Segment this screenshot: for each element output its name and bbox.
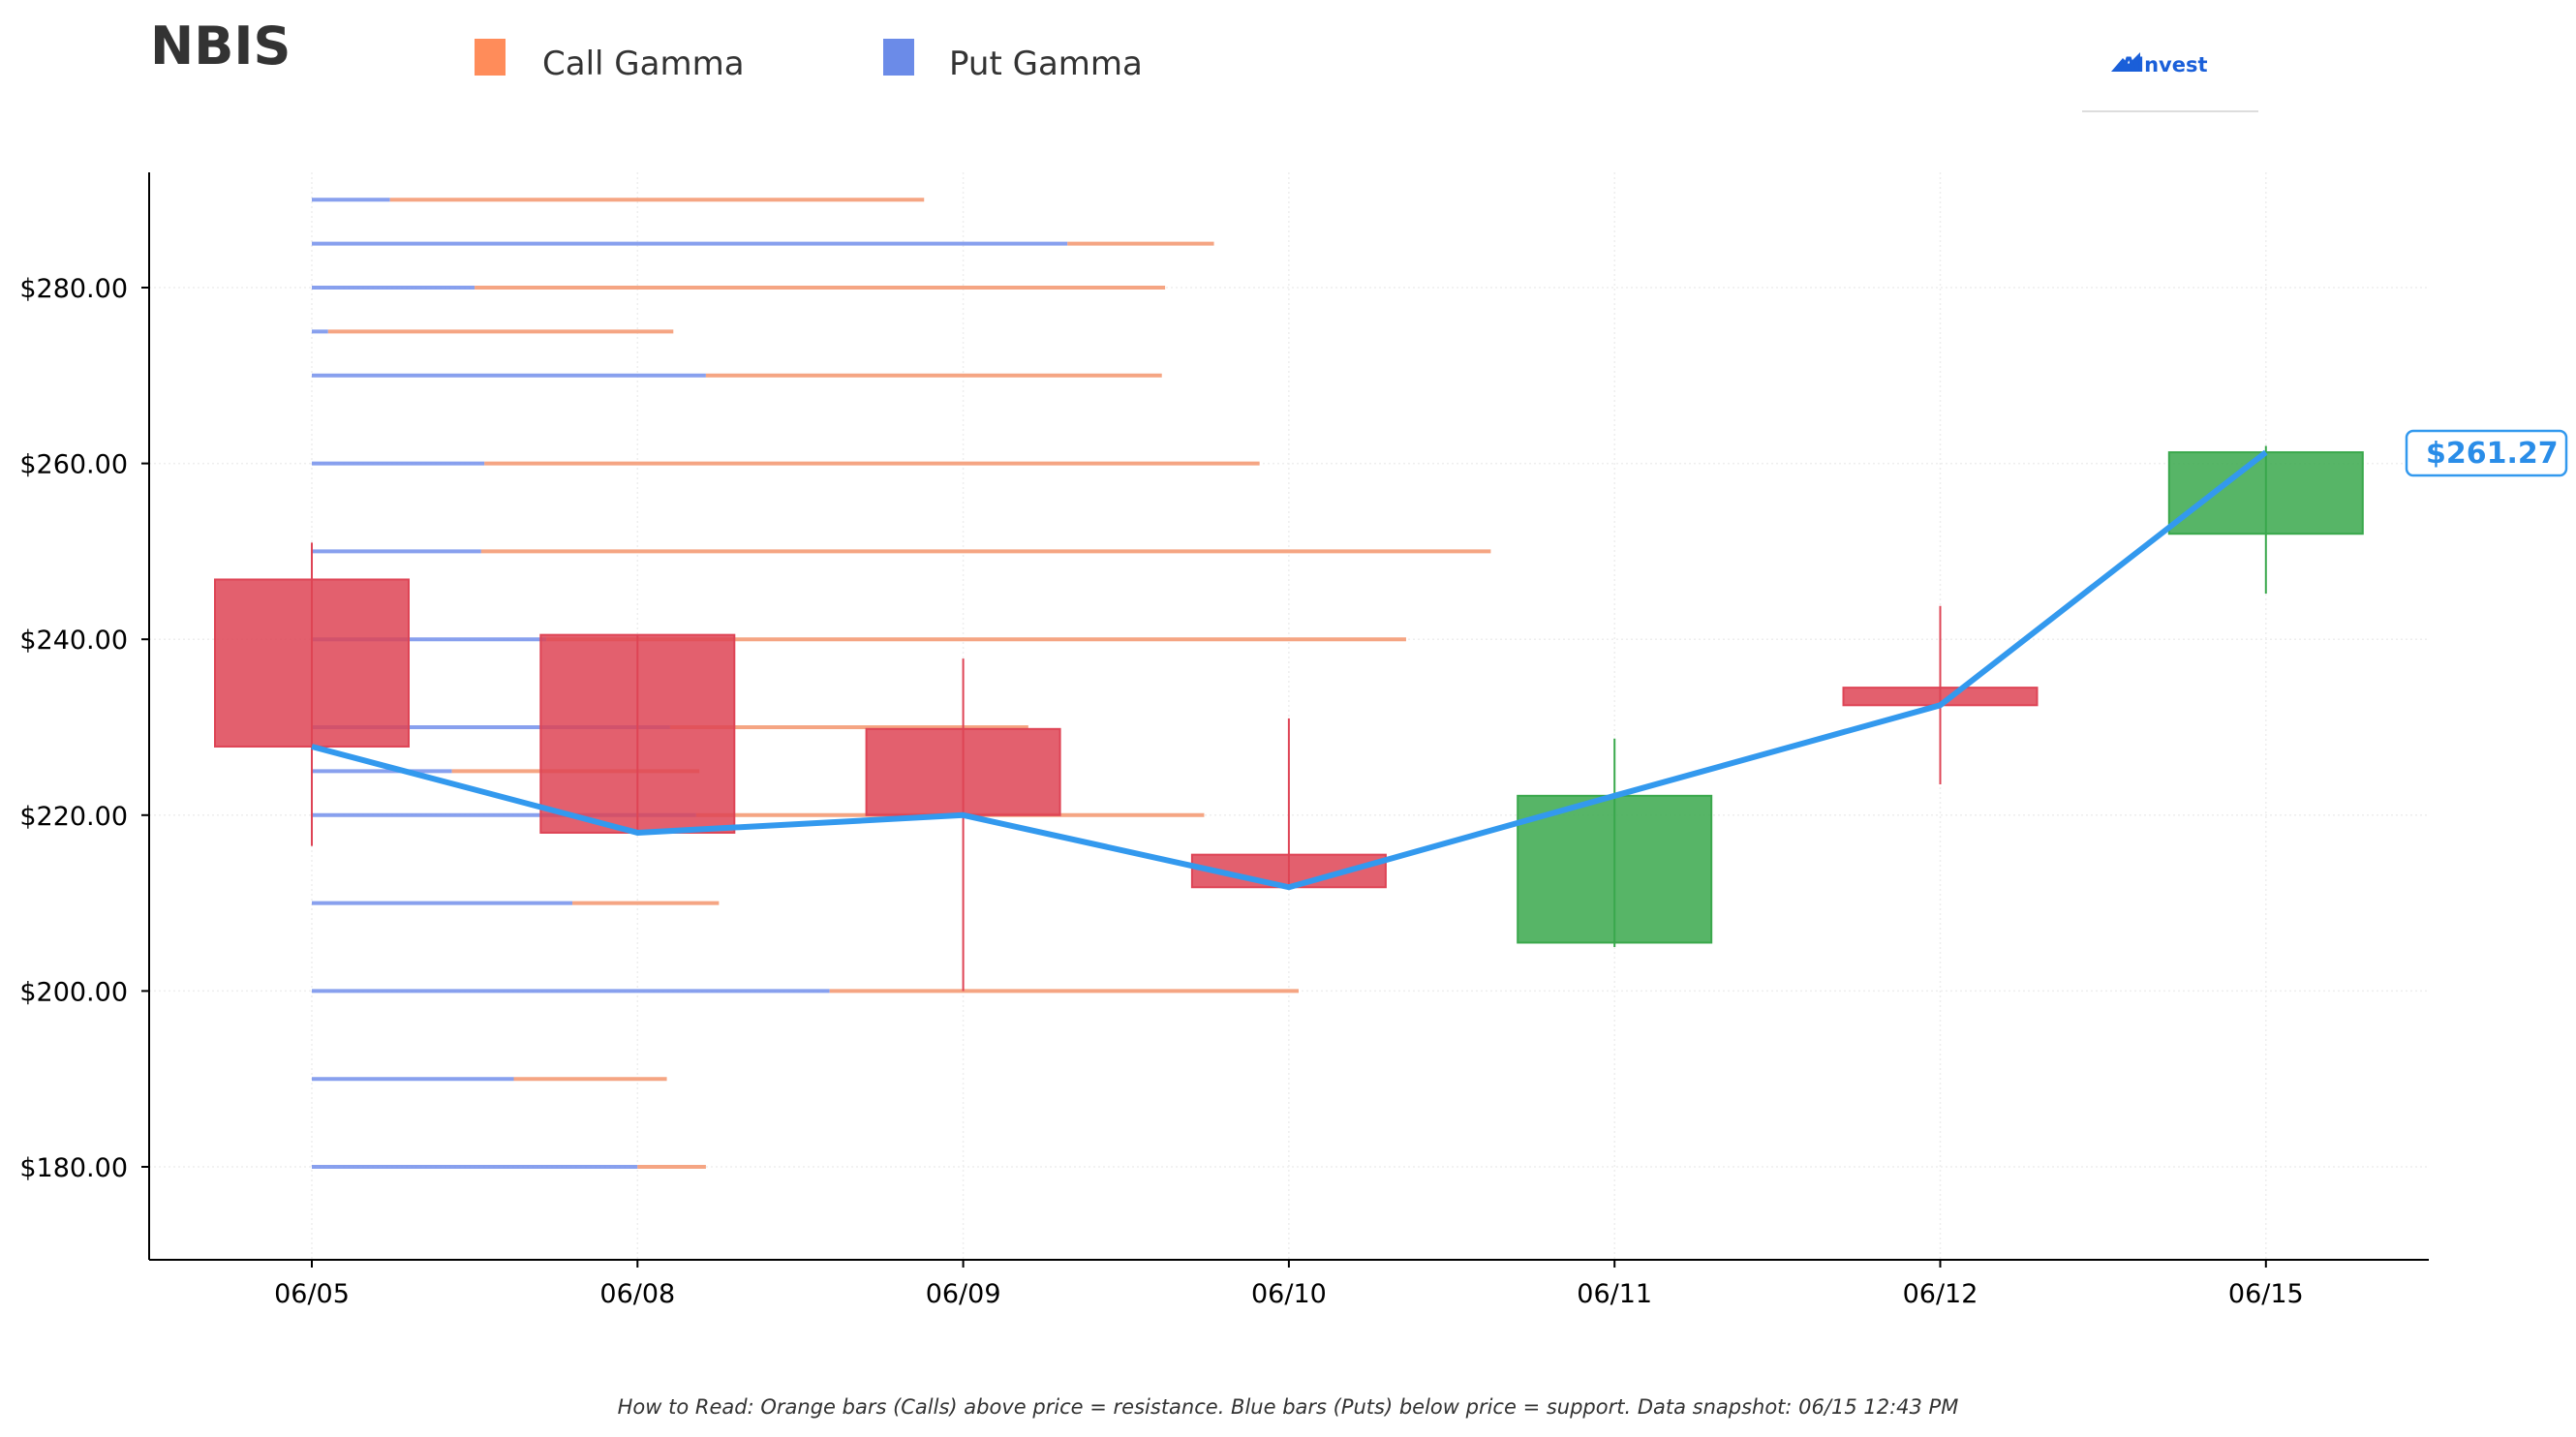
x-tick-label: 06/09	[926, 1279, 1001, 1309]
current-price-callout: $261.27	[2405, 429, 2568, 477]
y-tick-label: $180.00	[19, 1153, 128, 1183]
x-tick-label: 06/15	[2228, 1279, 2304, 1309]
y-tick-label: $200.00	[19, 977, 128, 1007]
y-tick-label: $280.00	[19, 274, 128, 304]
logo-text: AInvest	[2121, 53, 2208, 76]
footer-note: How to Read: Orange bars (Calls) above p…	[618, 1395, 1959, 1419]
y-tick-label: $220.00	[19, 802, 128, 832]
price-line	[311, 449, 2268, 891]
tick-labels: $180.00 $200.00 $220.00 $240.00 $260.00 $280.…	[19, 274, 2303, 1309]
ticker-title: NBIS	[150, 15, 291, 76]
ainvest-logo: AInvest	[2082, 52, 2258, 112]
candle-body-06-08	[539, 633, 736, 834]
legend-call-label: Call Gamma	[542, 45, 745, 83]
y-tick-label: $240.00	[19, 626, 128, 656]
candle-body-06-15	[2167, 451, 2364, 535]
legend-put-label: Put Gamma	[949, 45, 1143, 83]
price-callout-box	[2405, 429, 2568, 477]
x-tick-label: 06/10	[1251, 1279, 1327, 1309]
candle-body-06-11	[1517, 794, 1713, 944]
price-callout-label: $261.27	[2426, 437, 2559, 471]
grid	[149, 172, 2429, 1260]
legend-call-swatch	[475, 39, 506, 76]
gamma-bars	[312, 198, 1491, 1169]
x-tick-label: 06/05	[274, 1279, 350, 1309]
candle-body-06-05	[214, 578, 410, 748]
candles	[214, 445, 2364, 992]
x-tick-label: 06/12	[1903, 1279, 1978, 1309]
y-tick-label: $260.00	[19, 450, 128, 480]
candle-body-06-09	[865, 727, 1061, 816]
price-line-layer	[311, 449, 2268, 891]
x-tick-label: 06/08	[599, 1279, 675, 1309]
x-tick-label: 06/11	[1577, 1279, 1652, 1309]
logo-chart-icon	[2111, 52, 2140, 72]
legend-put-swatch	[883, 39, 914, 76]
